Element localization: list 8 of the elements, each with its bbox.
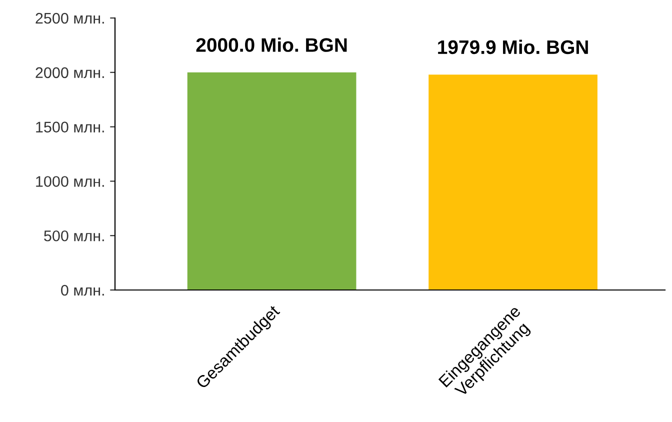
data-label: 2000.0 Mio. BGN xyxy=(196,38,347,52)
y-tick-label: 2500 млн. xyxy=(36,12,104,24)
y-tick-label: 0 млн. xyxy=(61,284,104,296)
data-label: 1979.9 Mio. BGN xyxy=(438,40,588,54)
y-tick-label: 2000 млн. xyxy=(36,67,104,78)
y-tick-label: 1500 млн. xyxy=(36,122,104,132)
y-tick-label: 1000 млн. xyxy=(36,176,104,187)
y-tick-label: 500 млн. xyxy=(44,230,104,242)
